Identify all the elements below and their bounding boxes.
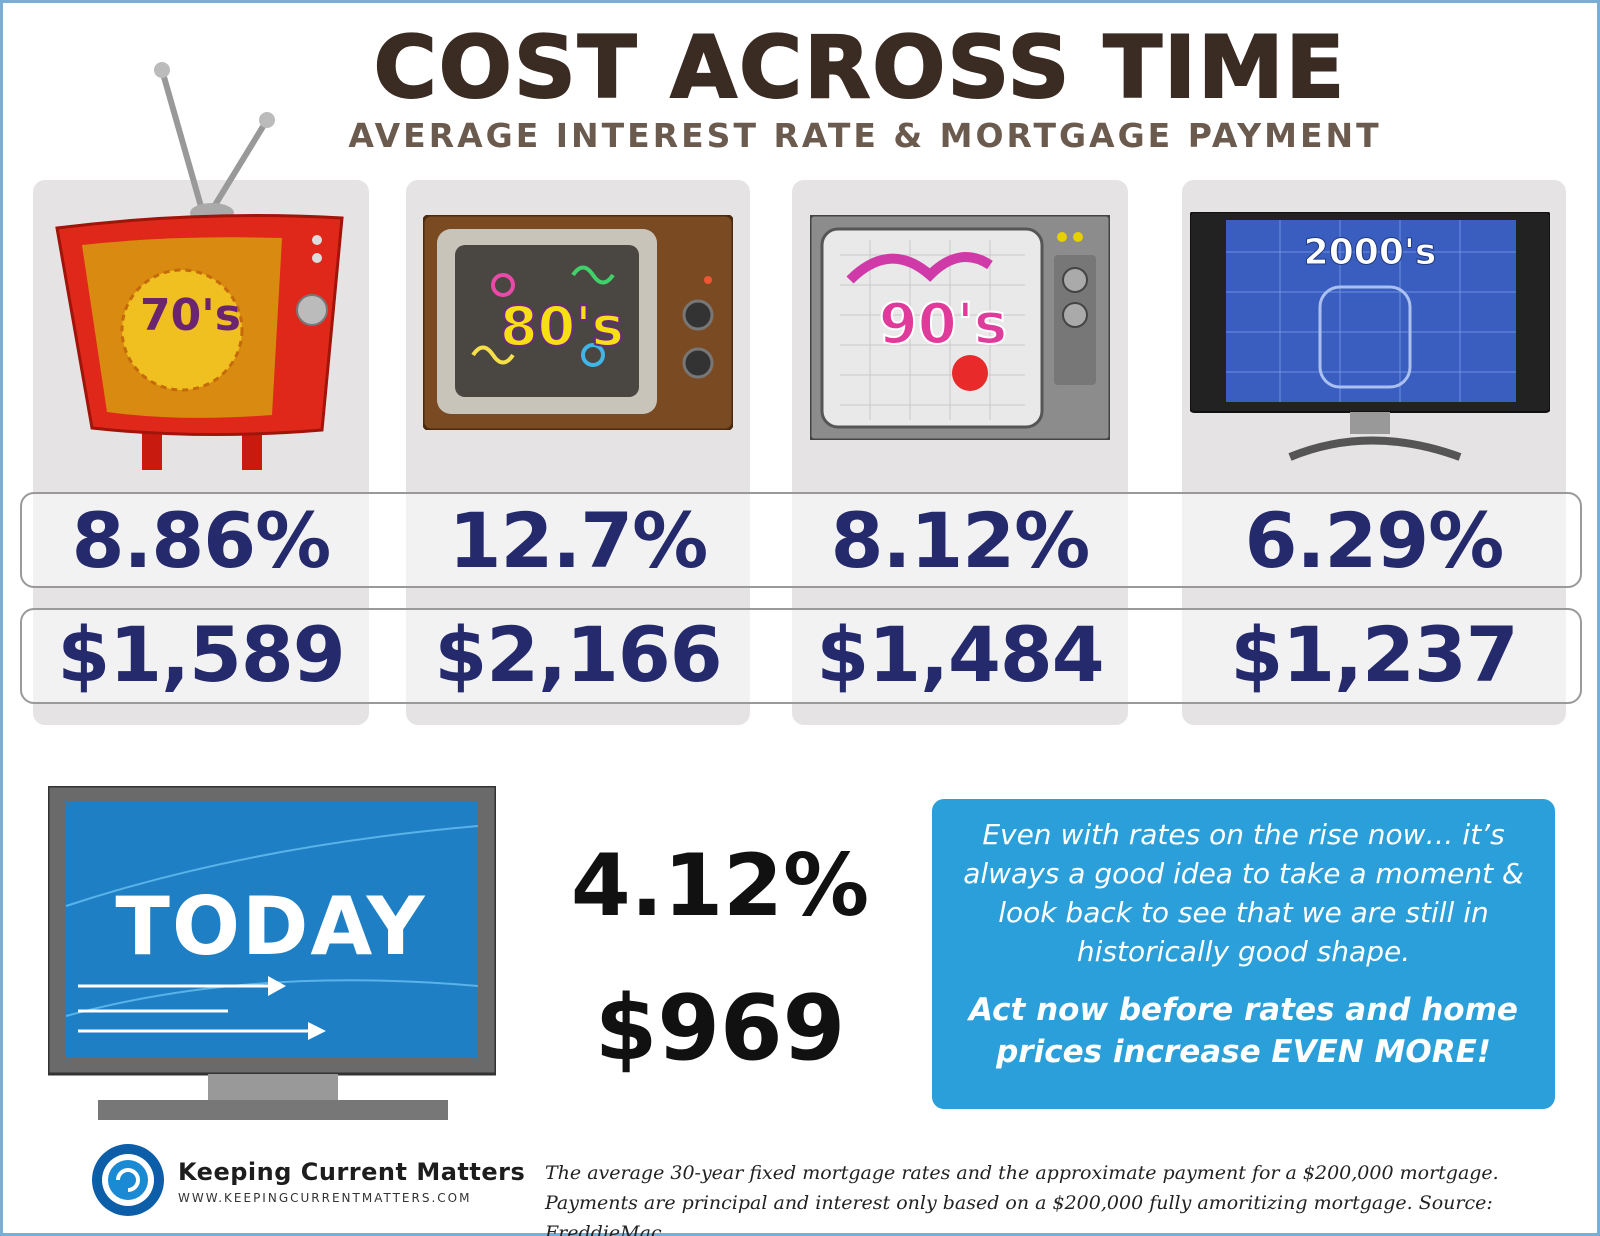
payments-row-band (20, 608, 1582, 704)
today-rate-value: 4.12% (570, 836, 870, 936)
retro-red-tv-icon (55, 62, 344, 470)
decade-label-2000s: 2000's (1303, 232, 1437, 274)
message-cta: Act now before rates and home prices inc… (969, 992, 1518, 1070)
wood-console-tv-icon (423, 215, 733, 430)
payment-value-90s: $1,484 (816, 610, 1104, 699)
call-to-action-box: Even with rates on the rise now… it’s al… (932, 799, 1555, 1109)
rates-row-band (20, 492, 1582, 588)
grey-crt-tv-icon (810, 215, 1110, 440)
footnote-line-2: Payments are principal and interest only… (545, 1192, 1493, 1236)
page-subtitle: AVERAGE INTEREST RATE & MORTGAGE PAYMENT (348, 116, 1382, 155)
brand-name: Keeping Current Matters (178, 1158, 526, 1186)
decade-label-80s: 80's (499, 294, 625, 359)
rate-value-2000s: 6.29% (1244, 496, 1505, 585)
rate-value-90s: 8.12% (830, 496, 1091, 585)
footnote-line-1: The average 30-year fixed mortgage rates… (545, 1162, 1499, 1184)
brand-url: WWW.KEEPINGCURRENTMATTERS.COM (178, 1191, 472, 1205)
today-label: TODAY (115, 880, 427, 973)
message-text: Even with rates on the rise now… it’s al… (963, 818, 1524, 968)
rate-value-70s: 8.86% (71, 496, 332, 585)
flat-screen-tv-icon (1190, 212, 1550, 461)
footnote: The average 30-year fixed mortgage rates… (545, 1158, 1585, 1236)
decade-label-90s: 90's (878, 291, 1008, 358)
today-payment-value: $969 (594, 976, 846, 1081)
page-title: COST ACROSS TIME (373, 17, 1347, 119)
decade-label-70s: 70's (140, 290, 241, 341)
payment-value-2000s: $1,237 (1230, 610, 1518, 699)
modern-monitor-icon (48, 786, 496, 1120)
payment-value-80s: $2,166 (434, 610, 722, 699)
payment-value-70s: $1,589 (57, 610, 345, 699)
swirl-logo-icon (92, 1144, 164, 1216)
rate-value-80s: 12.7% (448, 496, 709, 585)
